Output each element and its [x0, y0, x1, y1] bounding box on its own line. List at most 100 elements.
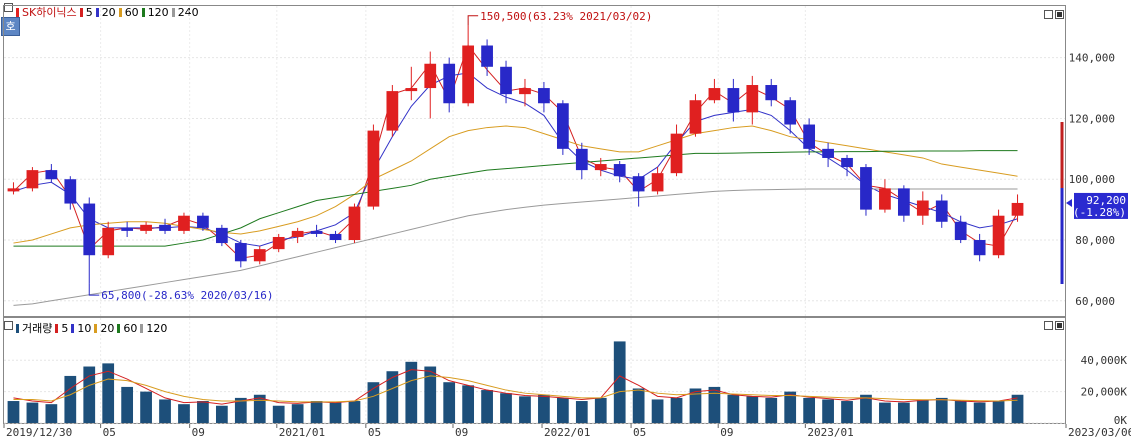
volume-panel-maximize-icon[interactable] [1055, 321, 1064, 330]
candle-body [424, 63, 437, 89]
volume-bar [822, 399, 834, 423]
candle-body [670, 133, 683, 174]
volume-bar [784, 391, 797, 423]
volume-bar [291, 404, 304, 423]
low-annotation-label: 65,800(-28.63% 2020/03/16) [101, 289, 273, 302]
legend-ma240-swatch-icon [171, 7, 175, 17]
volume-bar [7, 401, 20, 423]
volume-bar [575, 401, 588, 423]
legend-ma5[interactable]: 5 [85, 5, 93, 19]
volume-bar [689, 388, 702, 423]
volume-bar [841, 401, 853, 423]
x-tick-label: 2023/01 [807, 426, 853, 439]
price-ma-line-20 [13, 72, 1018, 247]
vlegend-ma120[interactable]: 120 [146, 321, 168, 335]
candle-body [822, 148, 834, 158]
volume-y-tick-label: 0K [1114, 414, 1128, 427]
price-ma-line-240 [13, 188, 1018, 306]
legend-ma60[interactable]: 60 [124, 5, 139, 19]
top-panel-maximize-icon[interactable] [1055, 10, 1064, 19]
volume-bar [348, 401, 361, 423]
candle-body [632, 176, 645, 192]
volume-bar [83, 366, 96, 423]
candle-body [689, 100, 702, 134]
last-price-pointer-icon [1066, 198, 1072, 207]
candle-body [935, 200, 948, 222]
candle-body [594, 164, 607, 171]
x-tick-label: 2021/01 [279, 426, 325, 439]
candle-body [613, 164, 626, 177]
candle-body [879, 188, 891, 210]
volume-y-tick-label: 40,000K [1081, 354, 1128, 367]
legend-ma120[interactable]: 120 [147, 5, 169, 19]
top-panel-minimize-icon[interactable] [1044, 10, 1053, 19]
candle-body [556, 103, 569, 149]
candle-body [803, 124, 816, 149]
candle-body [253, 249, 266, 262]
candle-body [860, 167, 872, 210]
candle-body [178, 215, 190, 231]
vlegend-ma60-swatch-icon [117, 323, 121, 333]
volume-bar [916, 399, 929, 423]
volume-bar [727, 394, 740, 423]
volume-bar [102, 363, 115, 423]
x-tick-label: 2022/01 [544, 426, 590, 439]
volume-bar [481, 390, 493, 423]
volume-bar [594, 397, 607, 423]
candle-body [916, 200, 929, 216]
volume-panel-minimize-icon[interactable] [1044, 321, 1053, 330]
volume-bar [367, 382, 380, 423]
candle-body [481, 45, 493, 67]
candle-body [973, 240, 986, 256]
candle-body [121, 227, 134, 231]
volume-bar [405, 361, 418, 423]
legend-ma120-swatch-icon [141, 7, 145, 17]
volume-bar [64, 375, 77, 423]
volume-bar [178, 404, 190, 423]
x-tick-label: 09 [720, 426, 733, 439]
volume-bar [500, 393, 512, 423]
candle-body [45, 170, 58, 180]
legend-ma20[interactable]: 20 [101, 5, 116, 19]
vlegend-ma10[interactable]: 10 [77, 321, 92, 335]
volume-bar [159, 399, 171, 423]
volume-y-tick-label: 20,000K [1081, 386, 1128, 399]
volume-bar [897, 402, 910, 423]
vlegend-ma20[interactable]: 20 [100, 321, 115, 335]
candle-body [992, 215, 1005, 256]
volume-bar [272, 405, 285, 423]
volume-bar [310, 401, 323, 423]
volume-bar [860, 394, 872, 423]
last-price-change: (-1.28%) [1073, 206, 1126, 219]
volume-bar [424, 366, 437, 423]
price-y-tick-label: 60,000 [1075, 295, 1115, 308]
volume-bar [613, 341, 626, 423]
volume-panel-close-control[interactable] [4, 321, 13, 330]
legend-ma240[interactable]: 240 [177, 5, 199, 19]
vlegend-ma5[interactable]: 5 [61, 321, 69, 335]
volume-bar [935, 397, 948, 423]
volume-swatch-icon [16, 323, 19, 333]
candle-body [519, 88, 531, 95]
candle-body [765, 85, 778, 101]
volume-bar [234, 397, 247, 423]
volume-bar [443, 382, 456, 423]
candle-body [727, 88, 740, 113]
legend-ma5-swatch-icon [79, 7, 83, 17]
legend-ma60-swatch-icon [118, 7, 122, 17]
volume-bar [765, 397, 778, 423]
ho-button[interactable]: 호 [1, 17, 20, 36]
x-tick-label: 09 [192, 426, 205, 439]
candle-body [367, 130, 380, 207]
vlegend-ma5-swatch-icon [55, 323, 59, 333]
stock-name-label: SK하이닉스 [22, 6, 77, 19]
top-panel-close-control[interactable] [4, 3, 13, 12]
x-tick-label: 2023/03/06 [1068, 426, 1131, 439]
x-tick-label: 05 [103, 426, 116, 439]
legend-swatch-icon [16, 7, 19, 17]
vlegend-ma60[interactable]: 60 [123, 321, 138, 335]
candle-body [215, 227, 228, 244]
volume-bar [121, 386, 134, 423]
volume-bar [26, 402, 39, 423]
